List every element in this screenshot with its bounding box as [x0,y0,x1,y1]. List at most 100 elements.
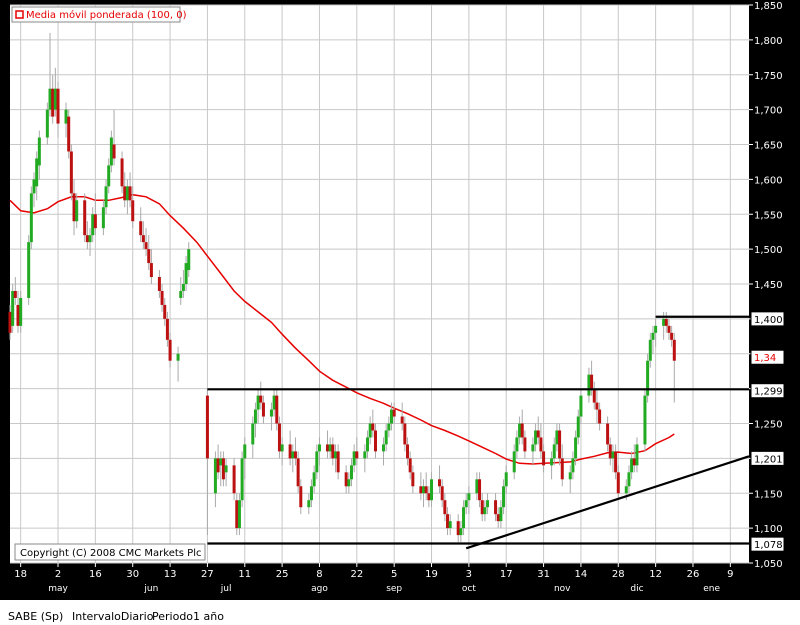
candle-up [475,479,479,494]
candle-up [11,290,15,326]
candle-down [13,290,17,298]
candle-up [464,500,468,508]
candle-up [462,507,466,529]
candle-up [504,472,508,487]
candle-up [390,409,394,424]
candle-down [259,395,263,403]
candle-down [632,458,636,466]
candle-up [88,235,92,243]
x-tick-label: 14 [575,569,588,580]
candle-up [309,486,313,501]
candle-up [184,263,188,284]
candle-up [333,451,337,459]
candle-up [253,409,257,424]
candle-up [648,339,652,361]
candle-up [176,353,180,361]
price-tag-box [750,349,785,365]
candles-layer [8,32,676,543]
candle-up [365,437,369,452]
candle-up [502,486,506,508]
candle-up [291,451,295,459]
x-tick-label: 18 [14,569,27,580]
x-tick-label: 11 [238,569,251,580]
candle-down [163,304,167,319]
x-month-label: jul [220,584,232,594]
x-tick-label: 22 [350,569,363,580]
candle-down [139,221,143,236]
candle-down [131,200,135,222]
candle-down [149,263,153,278]
candle-down [325,444,329,452]
x-month-label: may [48,584,68,594]
candle-down [406,444,410,459]
x-tick-label: 12 [649,569,662,580]
candle-up [64,109,68,124]
candle-up [181,284,185,291]
candle-down [598,409,602,424]
candle-down [336,451,340,473]
candle-down [261,402,265,417]
candle-down [147,249,151,264]
candle-down [667,325,671,333]
candle-up [534,430,538,445]
price-tag-label: 1,201 [754,454,783,465]
candle-up [48,88,52,110]
y-tick-label: 1,850 [754,1,783,12]
x-tick-label: 26 [687,569,700,580]
chart-title-box: Media móvil ponderada (100, 0) [11,6,187,23]
x-tick-label: 2 [55,569,61,580]
x-tick-label: 25 [276,569,289,580]
candle-up [240,458,244,501]
trend-line-rising-support [465,455,750,550]
candle-up [646,360,650,396]
candle-up [574,437,578,459]
candle-up [75,200,79,222]
candle-down [168,339,172,361]
candle-up [27,242,31,298]
candle-down [112,144,116,159]
y-tick-label: 1,500 [754,245,783,256]
candle-up [45,109,49,138]
candle-down [69,151,73,194]
y-tick-label: 1,050 [754,559,783,570]
candle-up [651,332,655,340]
candle-up [571,458,575,473]
footer-symbol: SABE (Sp) [8,610,64,623]
candle-up [552,444,556,459]
x-tick-label: 17 [500,569,513,580]
candle-down [141,235,145,243]
candle-down [408,458,412,473]
x-month-label: sep [386,584,402,594]
candle-up [91,214,95,236]
candle-up [555,430,559,445]
price-tag-box [750,311,785,327]
candle-down [373,430,377,452]
candle-down [616,472,620,494]
price-tags: 1,400 1,34 1,299 1,201 1,078 [750,311,785,552]
candle-up [29,193,33,243]
candle-up [269,409,273,417]
candle-down [221,458,225,480]
x-tick-label: 28 [612,569,625,580]
candle-up [104,186,108,208]
candle-down [419,486,423,494]
y-tick-label: 1,600 [754,175,783,186]
candle-up [109,137,113,166]
candle-down [232,465,236,494]
candle-up [237,500,241,529]
candle-up [251,423,255,445]
copyright-box: Copyright (C) 2008 CMC Markets Plc [14,543,206,561]
candle-up [662,318,666,326]
candle-up [280,444,284,452]
candle-down [165,318,169,340]
candle-up [459,528,463,536]
candle-up [219,458,223,466]
candle-up [635,444,639,466]
moving-average-layer [9,193,675,465]
candle-up [243,444,247,459]
candle-up [328,444,332,452]
candle-up [307,500,311,508]
y-tick-label: 1,750 [754,71,783,82]
candle-down [128,186,132,201]
x-axis: 18 2 16 30 13 27 11 25 8 22 5 19 3 17 31 14 28 12 26 9 may ju… [14,563,734,594]
